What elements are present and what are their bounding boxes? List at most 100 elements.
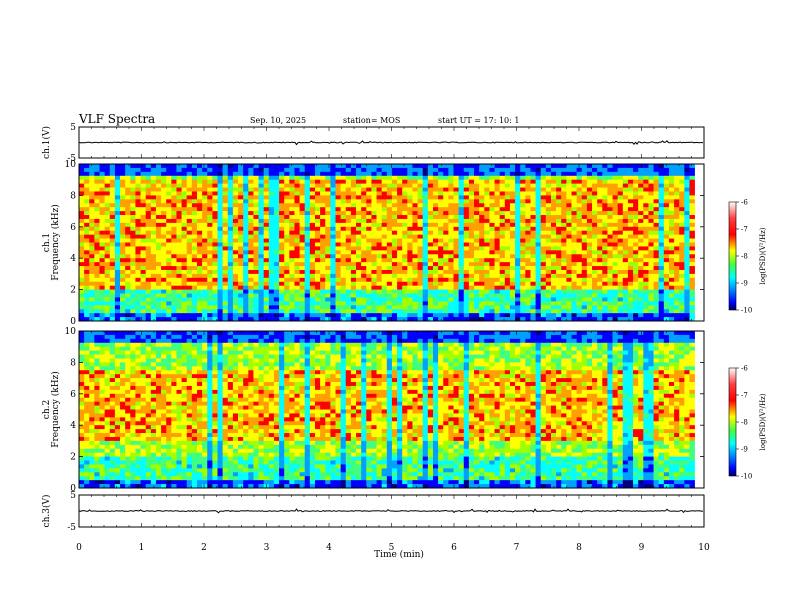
spectrogram-cell bbox=[509, 207, 516, 212]
spectrogram-cell bbox=[376, 301, 382, 306]
spectrogram-cell bbox=[535, 218, 542, 224]
spectrogram-cell bbox=[89, 250, 95, 255]
spectrogram-cell bbox=[417, 293, 424, 298]
spectrogram-cell bbox=[196, 230, 203, 235]
spectrogram-cell bbox=[556, 285, 562, 290]
spectrogram-cell bbox=[509, 175, 516, 180]
spectrogram-cell bbox=[109, 258, 116, 263]
spectrogram-cell bbox=[658, 242, 665, 247]
spectrogram-cell bbox=[438, 218, 444, 224]
spectrogram-cell bbox=[407, 254, 413, 259]
y-tick-label: -5 bbox=[67, 154, 76, 164]
spectrogram-cell bbox=[515, 262, 521, 267]
spectrogram-cell bbox=[304, 207, 311, 212]
spectrogram-cell bbox=[196, 273, 203, 279]
spectrogram-cell bbox=[571, 293, 577, 298]
spectrogram-cell bbox=[140, 289, 146, 294]
spectrogram-cell bbox=[668, 195, 675, 200]
spectrogram-cell bbox=[432, 242, 439, 247]
spectrogram-cell bbox=[556, 179, 562, 184]
spectrogram-cell bbox=[186, 266, 193, 271]
spectrogram-cell bbox=[366, 273, 372, 279]
spectrogram-cell bbox=[268, 262, 275, 267]
spectrogram-cell bbox=[484, 313, 490, 318]
spectrogram-cell bbox=[135, 238, 141, 243]
spectrogram-cell bbox=[674, 183, 680, 188]
spectrogram-cell bbox=[484, 305, 490, 310]
spectrogram-cell bbox=[397, 230, 403, 235]
spectrogram-cell bbox=[314, 164, 321, 169]
spectrogram-cell bbox=[653, 195, 660, 200]
spectrogram-cell bbox=[299, 187, 306, 192]
spectrogram-cell bbox=[468, 226, 475, 232]
spectrogram-cell bbox=[504, 191, 511, 196]
spectrogram-cell bbox=[602, 171, 608, 177]
spectrogram-cell bbox=[304, 277, 311, 283]
spectrogram-cell bbox=[520, 309, 526, 314]
spectrogram-cell bbox=[145, 262, 152, 267]
spectrogram-cell bbox=[668, 242, 675, 247]
spectrogram-cell bbox=[432, 269, 439, 275]
spectrogram-cell bbox=[607, 234, 613, 239]
spectrogram-cell bbox=[196, 238, 203, 243]
spectrogram-cell bbox=[638, 218, 644, 224]
spectrogram-cell bbox=[109, 238, 116, 243]
spectrogram-cell bbox=[202, 254, 208, 259]
spectrogram-cell bbox=[130, 171, 136, 177]
spectrogram-cell bbox=[463, 199, 470, 204]
spectrogram-cell bbox=[320, 191, 326, 196]
spectrogram-cell bbox=[109, 179, 116, 184]
spectrogram-cell bbox=[494, 301, 500, 306]
spectrogram-cell bbox=[479, 313, 485, 318]
spectrogram-cell bbox=[592, 164, 598, 169]
spectrogram-cell bbox=[161, 164, 167, 169]
spectrogram-cell bbox=[104, 285, 111, 290]
spectrogram-cell bbox=[109, 269, 116, 275]
spectrogram-cell bbox=[602, 266, 608, 271]
spectrogram-cell bbox=[391, 285, 398, 290]
spectrogram-cell bbox=[499, 246, 506, 251]
spectrogram-cell bbox=[443, 215, 449, 220]
spectrogram-cell bbox=[284, 207, 290, 212]
spectrogram-cell bbox=[176, 242, 182, 247]
spectrogram-cell bbox=[279, 211, 285, 216]
spectrogram-cell bbox=[566, 183, 572, 188]
spectrogram-cell bbox=[263, 175, 270, 180]
spectrogram-cell bbox=[371, 273, 377, 279]
spectrogram-cell bbox=[202, 187, 208, 192]
spectrogram-cell bbox=[509, 183, 516, 188]
spectrogram-cell bbox=[309, 293, 316, 298]
spectrogram-cell bbox=[238, 305, 244, 310]
spectrogram-cell bbox=[581, 164, 588, 169]
spectrogram-cell bbox=[84, 317, 90, 322]
spectrogram-cell bbox=[268, 175, 275, 180]
spectrogram-cell bbox=[84, 309, 90, 314]
spectrogram-cell bbox=[104, 222, 111, 228]
spectrogram-cell bbox=[345, 289, 352, 294]
spectrogram-cell bbox=[550, 281, 557, 286]
spectrogram-cell bbox=[366, 226, 372, 232]
spectrogram-cell bbox=[253, 179, 259, 184]
spectrogram-cell bbox=[525, 281, 531, 286]
spectrogram-cell bbox=[633, 317, 639, 322]
spectrogram-cell bbox=[181, 269, 188, 275]
spectrogram-cell bbox=[155, 277, 162, 283]
spectrogram-cell bbox=[284, 266, 290, 271]
spectrogram-cell bbox=[345, 238, 352, 243]
spectrogram-cell bbox=[135, 285, 141, 290]
spectrogram-cell bbox=[376, 167, 382, 173]
spectrogram-cell bbox=[520, 297, 526, 302]
spectrogram-cell bbox=[412, 313, 418, 318]
spectrogram-cell bbox=[217, 266, 223, 271]
spectrogram-cell bbox=[556, 254, 562, 259]
spectrogram-cell bbox=[422, 171, 429, 177]
spectrogram-cell bbox=[597, 164, 603, 169]
spectrogram-cell bbox=[663, 199, 670, 204]
spectrogram-cell bbox=[340, 269, 347, 275]
spectrogram-cell bbox=[253, 195, 259, 200]
spectrogram-cell bbox=[494, 222, 500, 228]
spectrogram-cell bbox=[238, 191, 244, 196]
spectrogram-cell bbox=[556, 266, 562, 271]
spectrogram-cell bbox=[525, 179, 531, 184]
spectrogram-cell bbox=[304, 289, 311, 294]
